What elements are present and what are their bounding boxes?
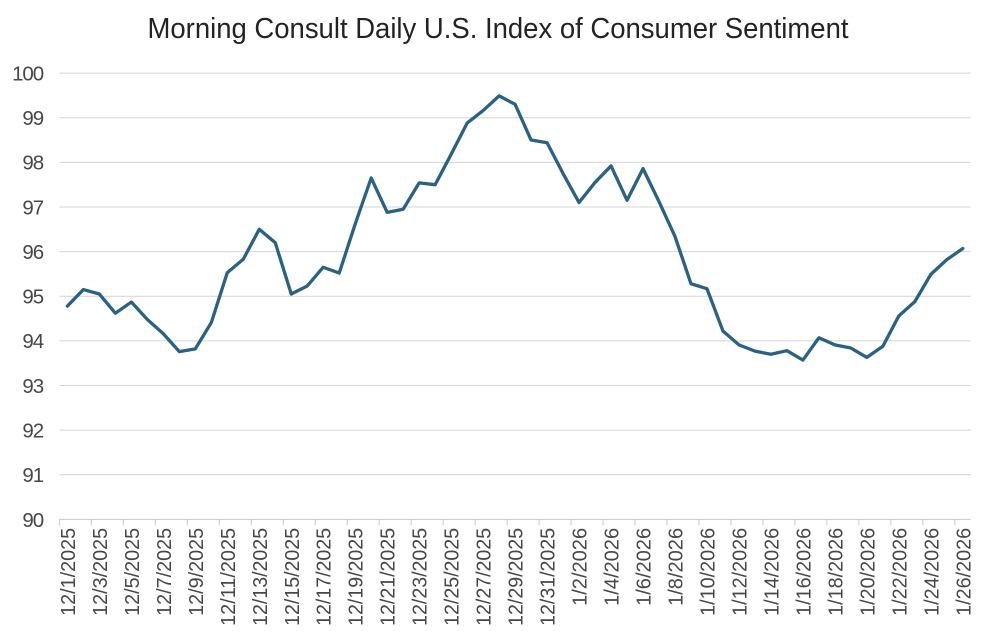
- svg-text:1/4/2026: 1/4/2026: [602, 528, 624, 606]
- svg-text:99: 99: [22, 107, 43, 130]
- svg-text:1/16/2026: 1/16/2026: [793, 528, 815, 616]
- svg-text:12/31/2025: 12/31/2025: [538, 528, 560, 626]
- svg-text:12/23/2025: 12/23/2025: [410, 528, 432, 626]
- svg-text:1/18/2026: 1/18/2026: [825, 528, 847, 616]
- svg-text:97: 97: [22, 196, 43, 219]
- svg-text:1/6/2026: 1/6/2026: [634, 528, 656, 606]
- svg-text:1/26/2026: 1/26/2026: [953, 528, 975, 616]
- svg-text:95: 95: [22, 286, 43, 309]
- svg-text:96: 96: [22, 241, 43, 264]
- svg-text:1/2/2026: 1/2/2026: [570, 528, 592, 606]
- svg-text:12/5/2025: 12/5/2025: [122, 528, 144, 616]
- svg-text:1/24/2026: 1/24/2026: [921, 528, 943, 616]
- svg-text:94: 94: [22, 330, 43, 353]
- svg-text:12/27/2025: 12/27/2025: [474, 528, 496, 626]
- svg-text:1/20/2026: 1/20/2026: [857, 528, 879, 616]
- svg-text:93: 93: [22, 375, 43, 398]
- svg-text:12/1/2025: 12/1/2025: [58, 528, 80, 616]
- svg-text:12/11/2025: 12/11/2025: [218, 528, 240, 626]
- svg-text:1/10/2026: 1/10/2026: [697, 528, 719, 616]
- svg-text:12/19/2025: 12/19/2025: [346, 528, 368, 626]
- svg-text:1/22/2026: 1/22/2026: [889, 528, 911, 616]
- svg-text:91: 91: [22, 464, 43, 487]
- svg-text:12/21/2025: 12/21/2025: [378, 528, 400, 626]
- svg-text:12/3/2025: 12/3/2025: [90, 528, 112, 616]
- svg-text:12/15/2025: 12/15/2025: [282, 528, 304, 626]
- svg-text:100: 100: [12, 62, 44, 85]
- svg-text:12/25/2025: 12/25/2025: [442, 528, 464, 626]
- svg-text:1/8/2026: 1/8/2026: [665, 528, 687, 606]
- svg-text:90: 90: [22, 509, 43, 532]
- svg-text:12/13/2025: 12/13/2025: [250, 528, 272, 626]
- svg-text:1/14/2026: 1/14/2026: [761, 528, 783, 616]
- svg-text:12/17/2025: 12/17/2025: [314, 528, 336, 626]
- svg-text:12/7/2025: 12/7/2025: [154, 528, 176, 616]
- svg-text:12/9/2025: 12/9/2025: [186, 528, 208, 616]
- svg-text:98: 98: [22, 152, 43, 175]
- svg-text:92: 92: [22, 419, 43, 442]
- svg-text:1/12/2026: 1/12/2026: [729, 528, 751, 616]
- svg-text:Morning Consult Daily U.S. Ind: Morning Consult Daily U.S. Index of Cons…: [148, 13, 849, 45]
- svg-text:12/29/2025: 12/29/2025: [506, 528, 528, 626]
